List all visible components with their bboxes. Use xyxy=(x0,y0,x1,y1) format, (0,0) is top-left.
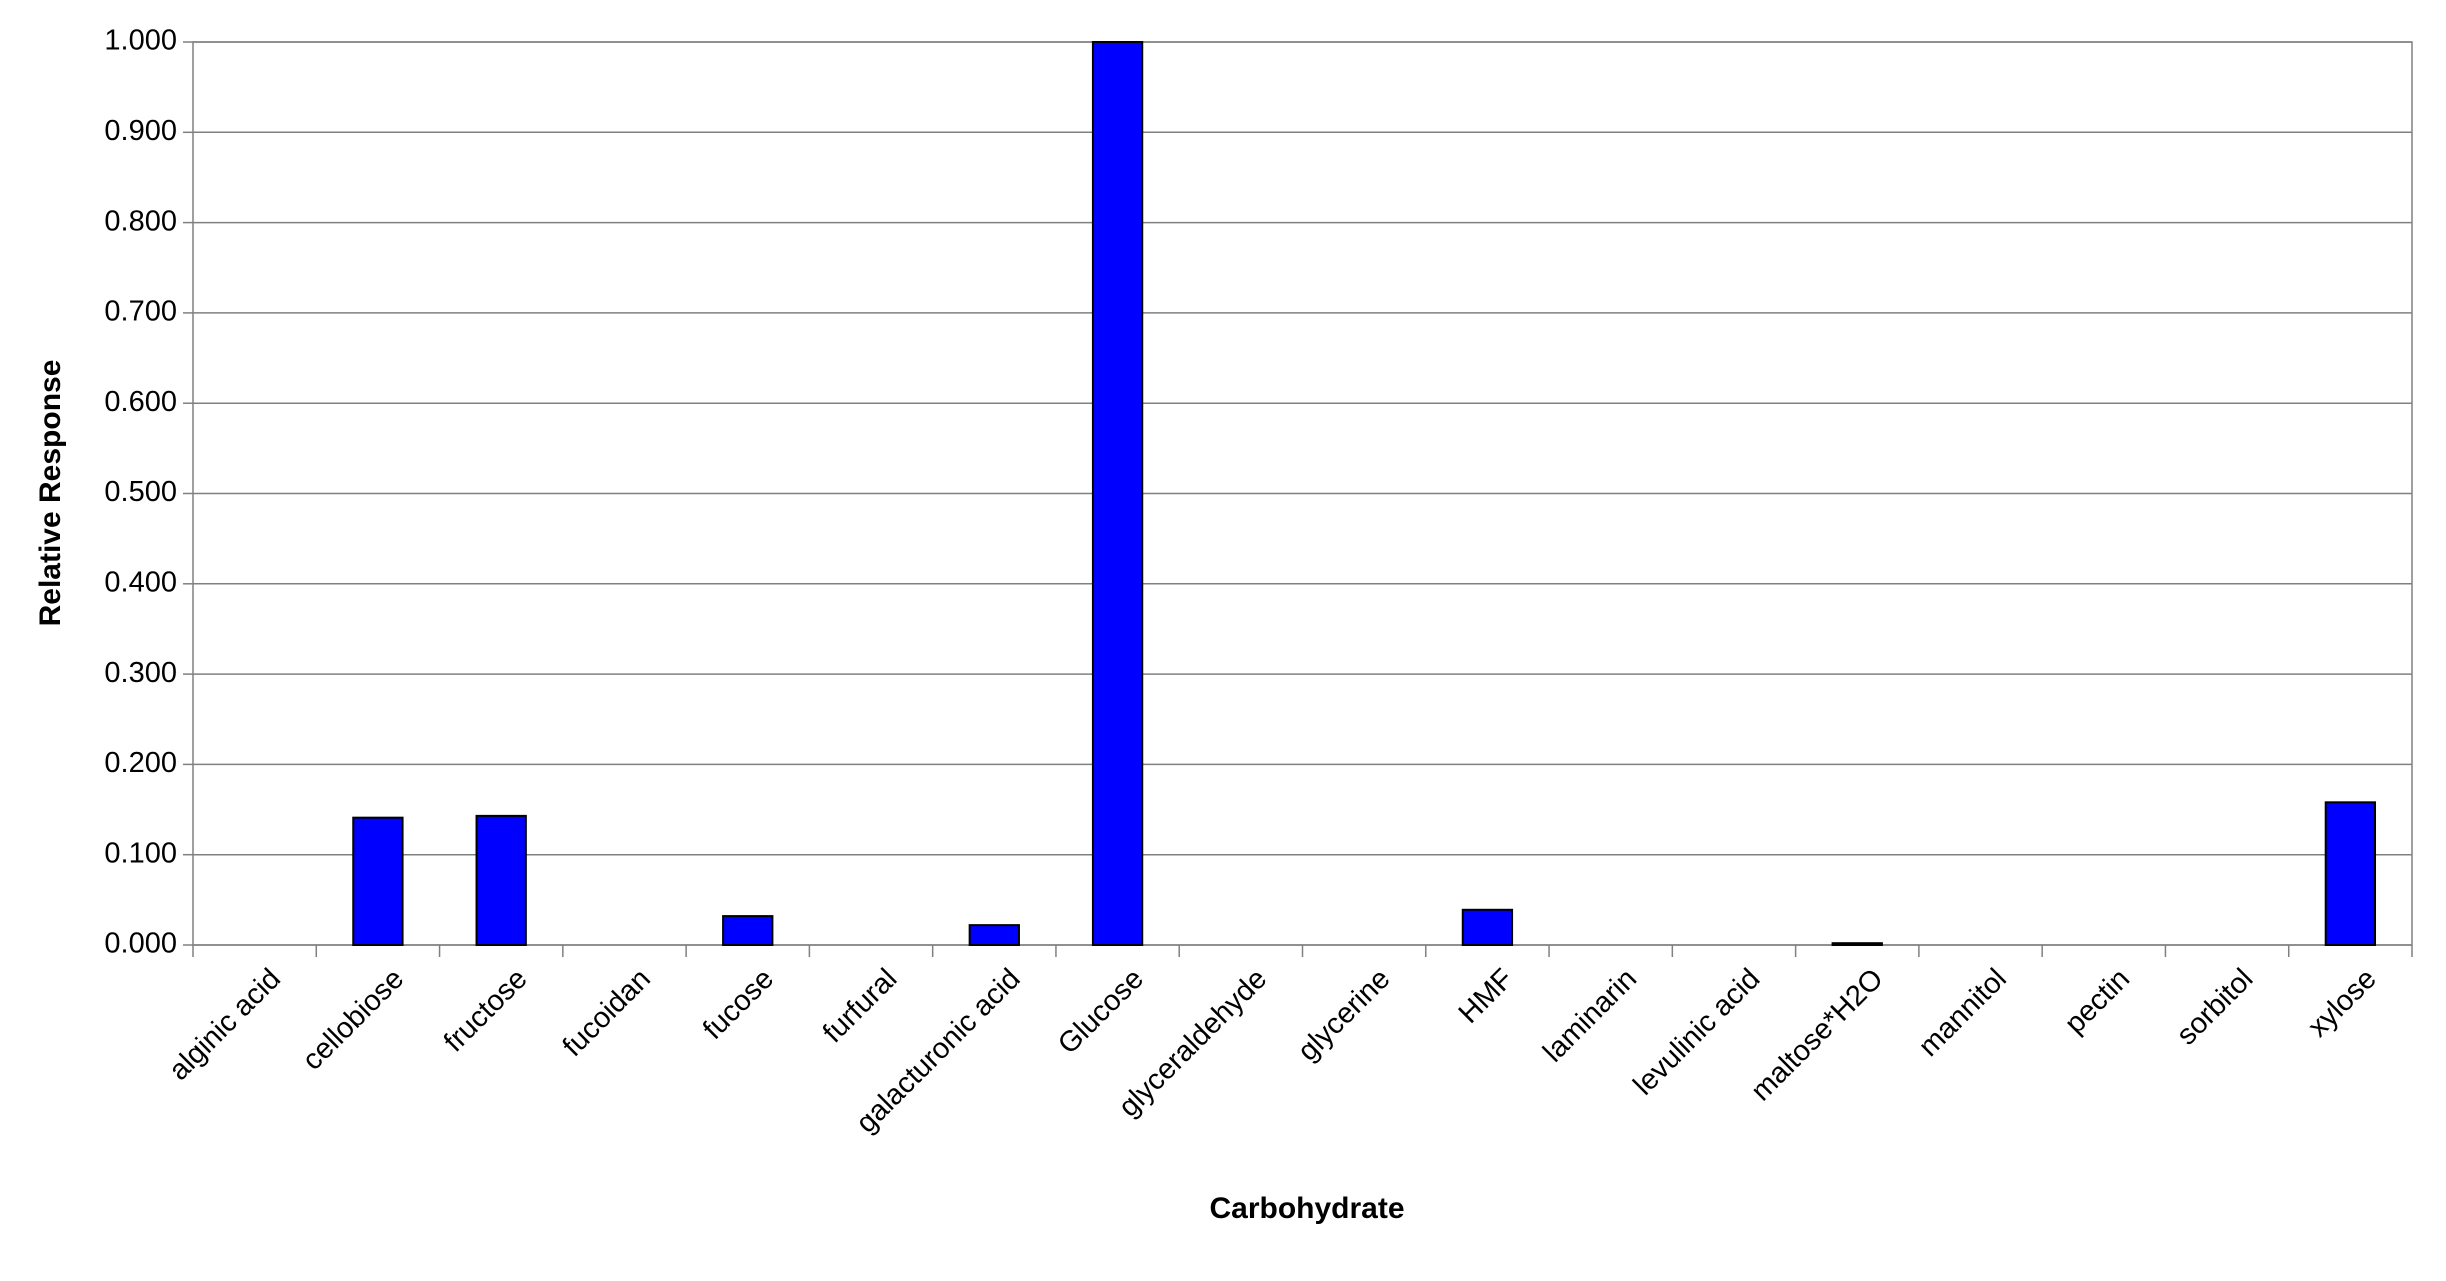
x-axis-title: Carbohydrate xyxy=(1209,1192,1404,1225)
y-tick-label: 0.900 xyxy=(104,115,177,147)
y-tick-label: 0.100 xyxy=(104,837,177,869)
x-tick-label: fucose xyxy=(697,963,780,1046)
x-tick-label: alginic acid xyxy=(163,963,287,1087)
bar xyxy=(1461,908,1514,947)
x-tick-label: xylose xyxy=(2302,963,2383,1044)
x-tick-label: Glucose xyxy=(1052,963,1150,1061)
x-tick-label: maltose*H2O xyxy=(1745,963,1890,1108)
bar xyxy=(475,814,527,946)
bar xyxy=(1831,942,1883,946)
x-tick-label: fucoidan xyxy=(557,963,657,1063)
x-tick-label: HMF xyxy=(1453,963,1520,1030)
x-tick-label: laminarin xyxy=(1537,963,1643,1069)
x-tick-label: mannitol xyxy=(1913,963,2013,1063)
y-tick-label: 0.700 xyxy=(104,296,177,328)
y-tick-label: 1.000 xyxy=(104,25,177,57)
y-axis-title: Relative Response xyxy=(34,360,67,627)
x-tick-label: furfural xyxy=(817,963,903,1049)
y-tick-label: 0.500 xyxy=(104,476,177,508)
x-tick-label: glycerine xyxy=(1292,963,1397,1068)
bar xyxy=(722,915,774,947)
bar xyxy=(352,816,404,946)
x-tick-label: pectin xyxy=(2059,963,2136,1040)
bar xyxy=(2324,801,2377,946)
bar xyxy=(1091,41,1144,946)
x-tick-label: levulinic acid xyxy=(1627,963,1766,1102)
y-tick-label: 0.600 xyxy=(104,386,177,418)
y-tick-label: 0.400 xyxy=(104,566,177,598)
y-tick-label: 0.800 xyxy=(104,205,177,237)
x-tick-label: fructose xyxy=(438,963,534,1059)
x-tick-label: sorbitol xyxy=(2171,963,2260,1052)
x-tick-label: cellobiose xyxy=(296,963,410,1077)
y-tick-label: 0.300 xyxy=(104,657,177,689)
y-tick-label: 0.200 xyxy=(104,747,177,779)
bar xyxy=(968,924,1020,946)
y-tick-label: 0.000 xyxy=(104,928,177,960)
